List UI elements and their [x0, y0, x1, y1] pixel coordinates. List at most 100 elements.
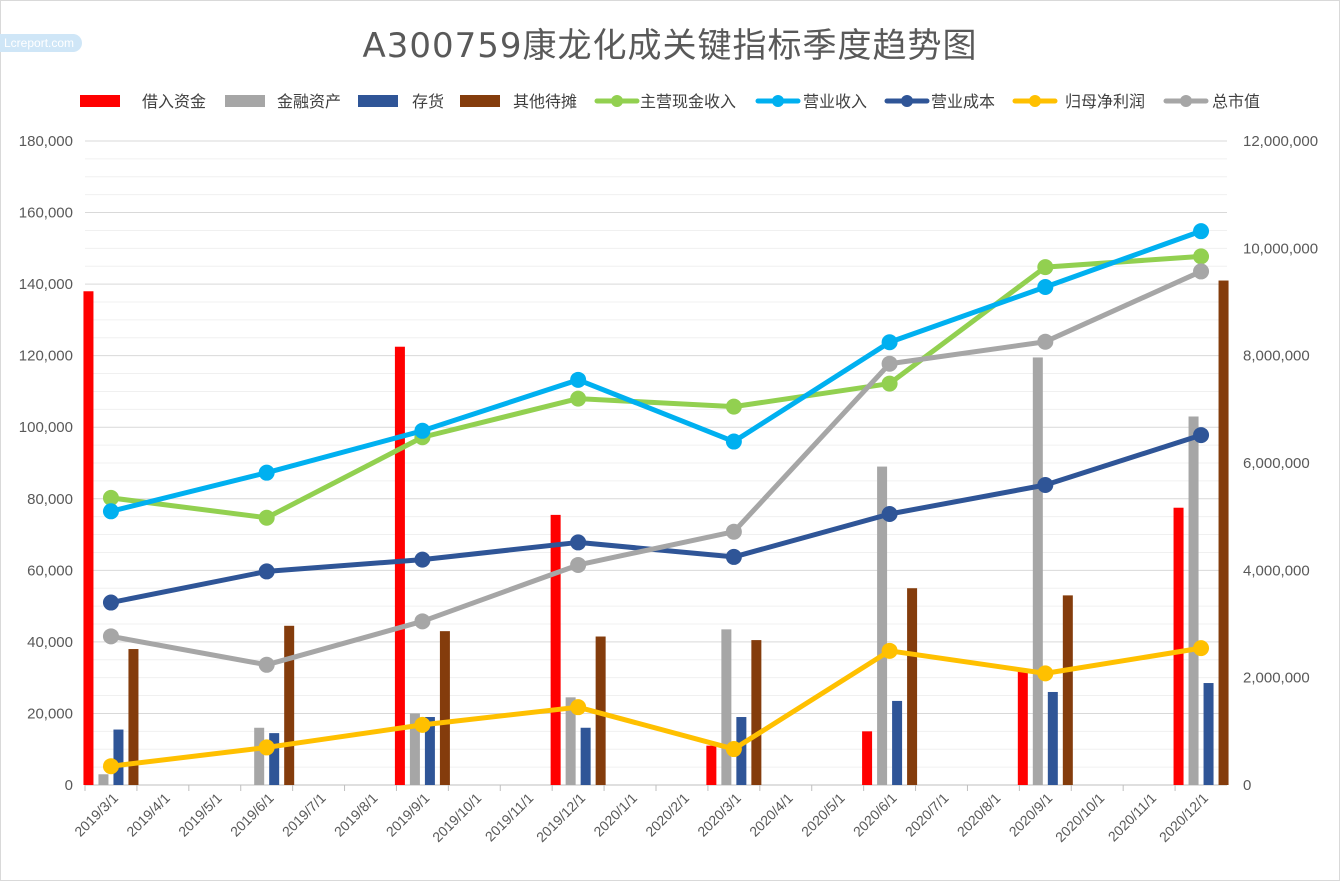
legend-label-借入资金: 借入资金	[142, 92, 206, 111]
point-主营现金收入	[881, 375, 898, 392]
legend-swatch-金融资产	[225, 95, 265, 107]
point-归母净利润	[258, 739, 275, 756]
legend-swatch-存货	[358, 95, 398, 107]
bar-其他待摊	[1062, 595, 1073, 785]
bar-其他待摊	[284, 625, 295, 785]
point-主营现金收入	[725, 398, 742, 415]
x-tick-label: 2019/12/1	[533, 790, 589, 846]
point-总市值	[881, 355, 898, 372]
bar-存货	[1047, 691, 1058, 785]
point-总市值	[1037, 333, 1054, 350]
bar-其他待摊	[751, 640, 762, 785]
left-axis-tick-label: 60,000	[27, 562, 73, 579]
bar-借入资金	[550, 514, 561, 785]
point-营业成本	[725, 548, 742, 565]
bar-其他待摊	[1218, 280, 1229, 785]
right-axis-tick-label: 12,000,000	[1243, 133, 1318, 150]
line-主营现金收入	[108, 253, 1204, 521]
bar-金融资产	[565, 697, 576, 785]
left-axis-tick-label: 80,000	[27, 491, 73, 508]
legend-label-营业收入: 营业收入	[803, 92, 867, 111]
x-tick-label: 2020/11/1	[1105, 790, 1160, 845]
legend: 借入资金 金融资产 存货 其他待摊 主营现金收入 营业收入 营业成本 归母净利润 总市值	[80, 92, 1260, 111]
legend-label-归母净利润: 归母净利润	[1065, 92, 1145, 111]
bar-借入资金	[706, 745, 717, 785]
legend-label-金融资产: 金融资产	[277, 92, 341, 111]
point-主营现金收入	[258, 509, 275, 526]
x-tick-label: 2020/7/1	[902, 790, 952, 840]
x-tick-label: 2019/9/1	[383, 790, 433, 840]
bar-存货	[113, 729, 124, 785]
point-营业收入	[1193, 223, 1210, 240]
right-axis-tick-label: 2,000,000	[1243, 670, 1310, 687]
bar-marks	[83, 280, 1229, 785]
x-tick-label: 2019/6/1	[227, 790, 277, 840]
point-总市值	[570, 556, 587, 573]
right-axis-tick-label: 8,000,000	[1243, 348, 1310, 365]
right-axis-tick-label: 6,000,000	[1243, 455, 1310, 472]
right-axis-ticks: 0 2,000,000 4,000,000 6,000,000 8,000,000 10,…	[1243, 133, 1318, 794]
x-tick-label: 2019/8/1	[331, 790, 381, 840]
legend-label-主营现金收入: 主营现金收入	[640, 92, 736, 111]
bar-借入资金	[1017, 670, 1028, 785]
legend-swatch-借入资金	[80, 95, 120, 107]
point-总市值	[1193, 263, 1210, 280]
point-总市值	[414, 613, 431, 630]
point-营业成本	[570, 534, 587, 551]
point-归母净利润	[102, 758, 119, 775]
bar-借入资金	[1173, 507, 1184, 785]
x-axis-ticks: 2019/3/1 2019/4/1 2019/5/1 2019/6/1 2019/7/1…	[71, 785, 1211, 845]
point-营业收入	[725, 433, 742, 450]
x-tick-label: 2020/1/1	[590, 790, 640, 840]
x-tick-label: 2020/12/1	[1156, 790, 1212, 846]
bar-存货	[1203, 683, 1214, 785]
point-主营现金收入	[570, 390, 587, 407]
bar-金融资产	[98, 774, 109, 785]
legend-swatch-其他待摊	[460, 95, 500, 107]
x-tick-label: 2020/3/1	[694, 790, 744, 840]
point-总市值	[258, 656, 275, 673]
legend-marker-营业成本	[901, 95, 913, 107]
left-axis-tick-label: 100,000	[19, 419, 73, 436]
point-营业收入	[570, 371, 587, 388]
point-营业成本	[102, 594, 119, 611]
left-axis-tick-label: 160,000	[19, 205, 73, 222]
bar-存货	[424, 717, 435, 785]
point-营业成本	[1037, 477, 1054, 494]
x-tick-label: 2019/11/1	[482, 790, 537, 845]
x-tick-label: 2020/6/1	[850, 790, 900, 840]
x-tick-label: 2020/5/1	[798, 790, 848, 840]
bar-存货	[892, 700, 903, 785]
bar-金融资产	[1188, 416, 1199, 785]
left-axis-tick-label: 20,000	[27, 705, 73, 722]
watermark-label: Lcreport.com	[0, 34, 83, 52]
left-axis-tick-label: 140,000	[19, 276, 73, 293]
legend-marker-主营现金收入	[611, 95, 623, 107]
point-归母净利润	[725, 741, 742, 758]
right-axis-tick-label: 4,000,000	[1243, 562, 1310, 579]
line-归母净利润	[108, 645, 1204, 769]
point-归母净利润	[570, 699, 587, 716]
left-axis-tick-label: 180,000	[19, 133, 73, 150]
point-主营现金收入	[102, 489, 119, 506]
bar-金融资产	[254, 727, 265, 785]
point-归母净利润	[1037, 665, 1054, 682]
legend-marker-总市值	[1180, 95, 1192, 107]
point-主营现金收入	[1193, 248, 1210, 265]
point-营业成本	[1193, 427, 1210, 444]
line-总市值	[108, 268, 1204, 668]
point-营业成本	[881, 505, 898, 522]
x-tick-label: 2019/4/1	[123, 790, 173, 840]
x-tick-label: 2020/2/1	[642, 790, 692, 840]
legend-label-营业成本: 营业成本	[931, 92, 995, 111]
legend-label-其他待摊: 其他待摊	[513, 92, 577, 111]
point-归母净利润	[881, 642, 898, 659]
point-营业收入	[1037, 278, 1054, 295]
bar-金融资产	[409, 713, 420, 785]
legend-marker-归母净利润	[1029, 95, 1041, 107]
bar-金融资产	[877, 466, 888, 785]
point-主营现金收入	[1037, 259, 1054, 276]
bar-其他待摊	[439, 631, 450, 785]
bar-借入资金	[394, 346, 405, 785]
